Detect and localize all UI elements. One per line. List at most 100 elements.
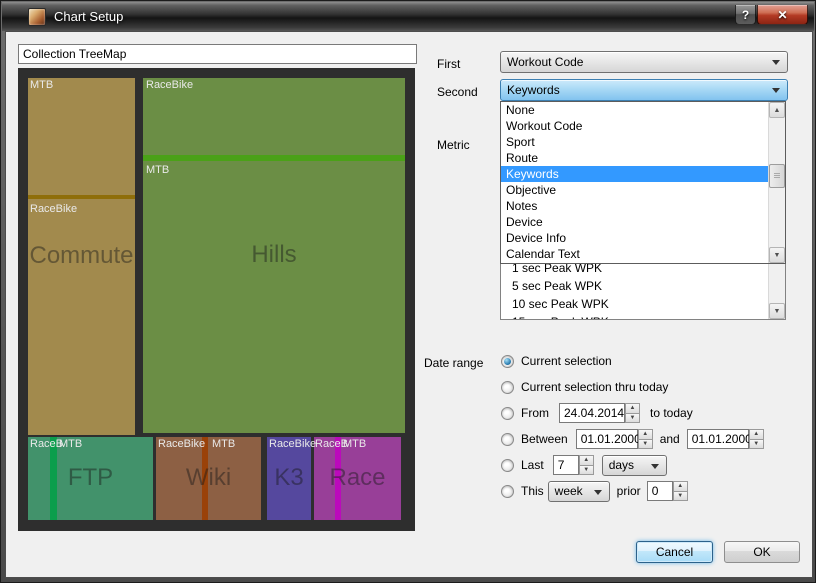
date-option-thru-today: Current selection thru today [501,375,668,399]
treemap-sublabel: RaceB [315,438,349,450]
list-item[interactable]: 5 sec Peak WPK [512,279,603,293]
radio-label: Current selection [521,354,612,368]
first-combobox[interactable]: Workout Code [500,51,788,73]
between-end-input[interactable]: 01.01.2000 [686,429,752,449]
this-unit-value: week [554,483,583,498]
last-count-input[interactable]: 7 [552,455,579,475]
menu-item[interactable]: Calendar Text [506,247,580,261]
prior-count-input[interactable]: 0 [646,481,673,501]
prior-count-stepper[interactable]: ▲ ▼ [672,481,688,501]
second-combobox[interactable]: Keywords [500,79,788,101]
from-date-stepper[interactable]: ▲ ▼ [625,403,640,423]
scroll-down-icon[interactable]: ▼ [769,303,785,319]
scrollbar-thumb[interactable] [769,164,785,188]
date-option-from: From 24.04.2014 ▲ ▼ to today [501,401,693,425]
treemap-sublabel: MTB [30,79,54,91]
treemap-divider [50,437,57,520]
menu-item[interactable]: Workout Code [506,119,583,133]
scroll-up-icon[interactable]: ▲ [769,102,785,118]
help-icon: ? [741,7,750,22]
radio-this[interactable] [501,484,514,498]
between-end-stepper[interactable]: ▲ ▼ [748,429,764,449]
chart-name-input[interactable] [18,44,417,64]
second-label: Second [437,85,478,99]
first-label: First [437,57,461,71]
menu-item[interactable]: Notes [506,199,538,213]
radio-last[interactable] [501,458,514,472]
stepper-down-icon[interactable]: ▼ [672,491,688,501]
stepper-up-icon[interactable]: ▲ [672,481,688,492]
date-option-last: Last 7 ▲ ▼ days [501,453,667,477]
stepper-up-icon[interactable]: ▲ [637,429,653,440]
last-unit-value: days [608,457,635,472]
last-count-stepper[interactable]: ▲ ▼ [578,455,594,475]
treemap-label: Wiki [185,463,232,491]
treemap-divider [202,437,208,520]
treemap-sublabel: MTB [212,438,236,450]
radio-current-selection[interactable] [501,354,514,368]
menu-item[interactable]: None [506,103,535,117]
between-start-input[interactable]: 01.01.2000 [575,429,641,449]
treemap-block-k3: RaceBike K3 [267,437,316,520]
list-item[interactable]: 1 sec Peak WPK [512,261,603,275]
window-title: Chart Setup [54,9,124,24]
radio-label: Between [521,432,568,446]
first-combobox-value: Workout Code [507,55,584,69]
app-icon [28,8,46,26]
treemap-sublabel: RaceBike [269,438,317,450]
menu-item[interactable]: Device Info [506,231,567,245]
last-unit-combobox[interactable]: days [601,454,667,476]
treemap-label: Commute [29,241,134,269]
menu-item[interactable]: Objective [506,183,557,197]
menu-item[interactable]: Sport [506,135,535,149]
chevron-down-icon [772,60,780,65]
date-option-current-selection: Current selection [501,349,612,373]
cancel-button[interactable]: Cancel [636,541,713,563]
from-date-input[interactable]: 24.04.2014 [559,403,625,423]
between-start-stepper[interactable]: ▲ ▼ [637,429,653,449]
treemap-sublabel: MTB [146,164,170,176]
treemap-divider [143,155,405,161]
treemap-sublabel: RaceBike [146,79,194,91]
radio-thru-today[interactable] [501,380,514,394]
treemap-label: Race [329,463,386,491]
treemap-label: Hills [251,240,297,268]
chevron-down-icon [593,489,602,495]
list-item[interactable]: 15 sec Peak WPK [502,313,767,319]
treemap-sublabel: RaceBike [158,438,206,450]
treemap-divider [28,195,135,199]
help-button[interactable]: ? [735,5,756,25]
between-conjunction: and [659,432,680,446]
radio-label: Last [521,458,544,472]
treemap-block-commute: MTB RaceBike Commute [28,78,135,435]
radio-between[interactable] [501,432,514,446]
stepper-down-icon[interactable]: ▼ [578,465,594,475]
treemap-block-hills: RaceBike MTB Hills [143,78,405,433]
list-item[interactable]: 10 sec Peak WPK [512,297,609,311]
close-button[interactable]: ✕ [757,5,808,25]
popup-scrollbar[interactable]: ▲ ▼ [768,102,785,263]
scroll-down-icon[interactable]: ▼ [769,247,785,263]
prior-label: prior [616,484,641,498]
treemap-label: K3 [274,463,304,491]
treemap-sublabel: RaceB [30,438,64,450]
stepper-down-icon[interactable]: ▼ [748,439,764,449]
chevron-down-icon [650,463,659,469]
treemap-sublabel: RaceBike [30,203,78,215]
menu-item-selected[interactable]: Keywords [501,166,768,182]
treemap-label: FTP [67,463,114,491]
radio-label-suffix: to today [650,406,693,420]
stepper-up-icon[interactable]: ▲ [625,403,640,414]
this-unit-combobox[interactable]: week [547,480,610,502]
title-bar[interactable]: Chart Setup ? ✕ [2,2,814,31]
radio-from[interactable] [501,406,514,420]
stepper-down-icon[interactable]: ▼ [625,413,640,423]
menu-item[interactable]: Route [506,151,539,165]
date-option-this: This week prior 0 ▲ ▼ [501,479,688,503]
stepper-up-icon[interactable]: ▲ [748,429,764,440]
menu-item[interactable]: Device [506,215,543,229]
stepper-down-icon[interactable]: ▼ [637,439,653,449]
ok-button[interactable]: OK [724,541,800,563]
chevron-down-icon [772,88,780,93]
stepper-up-icon[interactable]: ▲ [578,455,594,466]
